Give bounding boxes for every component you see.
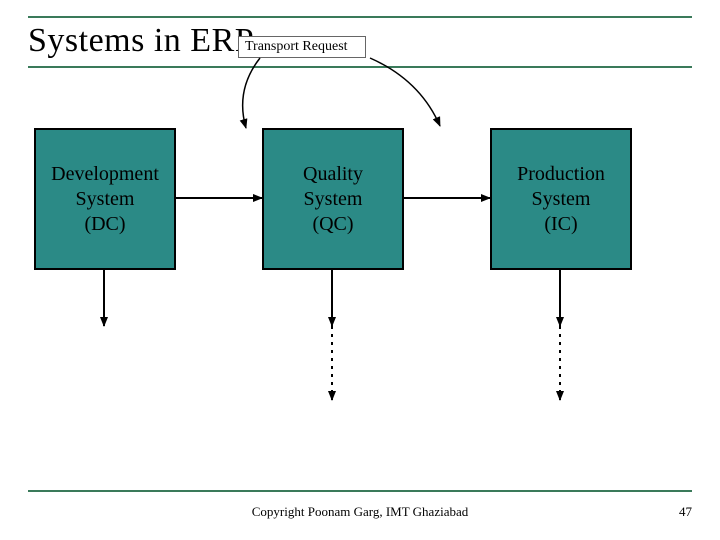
copyright-text: Copyright Poonam Garg, IMT Ghaziabad [0,504,720,520]
transport-request-label: Transport Request [245,39,348,54]
system-box-label: DevelopmentSystem(DC) [51,162,159,237]
page-number: 47 [679,504,692,520]
system-box-ic: ProductionSystem(IC) [490,128,632,270]
bottom-rule [28,490,692,492]
system-box-qc: QualitySystem(QC) [262,128,404,270]
system-box-label: QualitySystem(QC) [303,162,363,237]
system-box-dc: DevelopmentSystem(DC) [34,128,176,270]
system-box-label: ProductionSystem(IC) [517,162,605,237]
arrows-overlay [0,0,720,540]
transport-request-box: Transport Request [238,36,366,58]
